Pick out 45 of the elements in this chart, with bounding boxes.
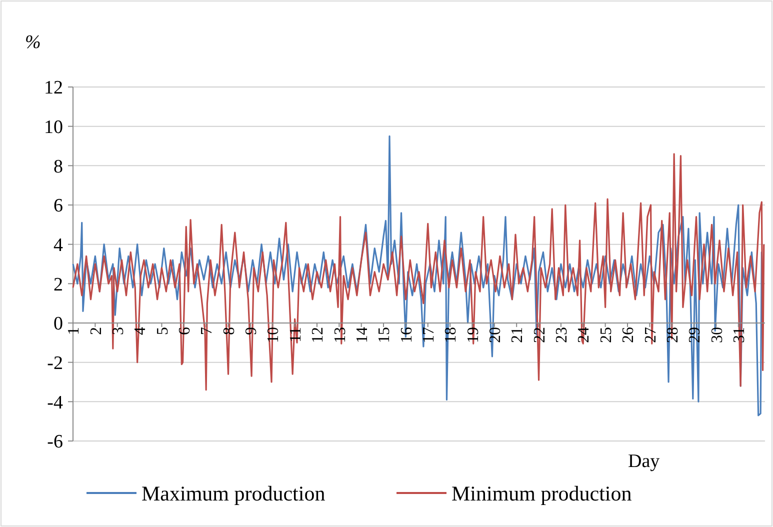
y-axis-title: %: [25, 32, 41, 53]
x-tick-label: 27: [642, 327, 660, 343]
y-tick-label: -2: [47, 352, 63, 374]
x-tick-label: 18: [442, 327, 460, 343]
x-tick-label: 2: [88, 327, 105, 335]
y-tick-label: -4: [47, 392, 64, 414]
x-tick-label: 20: [487, 327, 504, 343]
x-tick-label: 24: [576, 327, 593, 343]
x-tick-label: 30: [708, 327, 726, 343]
x-tick-label: 4: [132, 327, 150, 335]
y-tick-label: 4: [54, 234, 64, 256]
y-tick-label: 8: [54, 156, 63, 178]
x-tick-label: 7: [198, 327, 216, 335]
legend-label: Maximum production: [142, 481, 326, 506]
x-tick-label: 6: [176, 327, 194, 335]
x-tick-label: 17: [420, 327, 438, 343]
x-axis-title: Day: [628, 451, 660, 472]
y-tick-label: 12: [44, 78, 63, 99]
x-tick-label: 22: [531, 327, 548, 343]
x-tick-label: 9: [243, 327, 260, 335]
x-tick-label: 11: [287, 327, 304, 342]
x-tick-label: 26: [620, 327, 638, 343]
y-tick-label: 6: [54, 196, 63, 217]
x-tick-label: 28: [664, 327, 682, 343]
x-tick-label: 12: [310, 327, 327, 343]
x-tick-label: 10: [265, 327, 282, 343]
x-tick-label: 3: [110, 327, 127, 335]
x-tick-label: 15: [376, 327, 394, 343]
x-tick-label: 25: [598, 327, 615, 343]
x-tick-label: 5: [154, 327, 172, 335]
y-tick-label: -6: [47, 432, 63, 453]
x-tick-label: 1: [66, 327, 83, 335]
x-tick-label: 23: [554, 327, 571, 343]
x-tick-label: 19: [464, 327, 482, 343]
y-tick-label: 2: [54, 274, 63, 296]
x-tick-label: 14: [354, 327, 371, 343]
x-tick-label: 29: [686, 327, 704, 343]
x-tick-label: 13: [332, 327, 349, 343]
legend-label: Minimum production: [452, 481, 632, 506]
x-tick-label: 16: [398, 327, 416, 343]
y-tick-label: 10: [44, 116, 63, 138]
y-tick-label: 0: [54, 314, 63, 335]
x-tick-label: 31: [730, 327, 748, 343]
x-tick-label: 8: [220, 327, 238, 335]
x-tick-label: 21: [509, 327, 526, 343]
